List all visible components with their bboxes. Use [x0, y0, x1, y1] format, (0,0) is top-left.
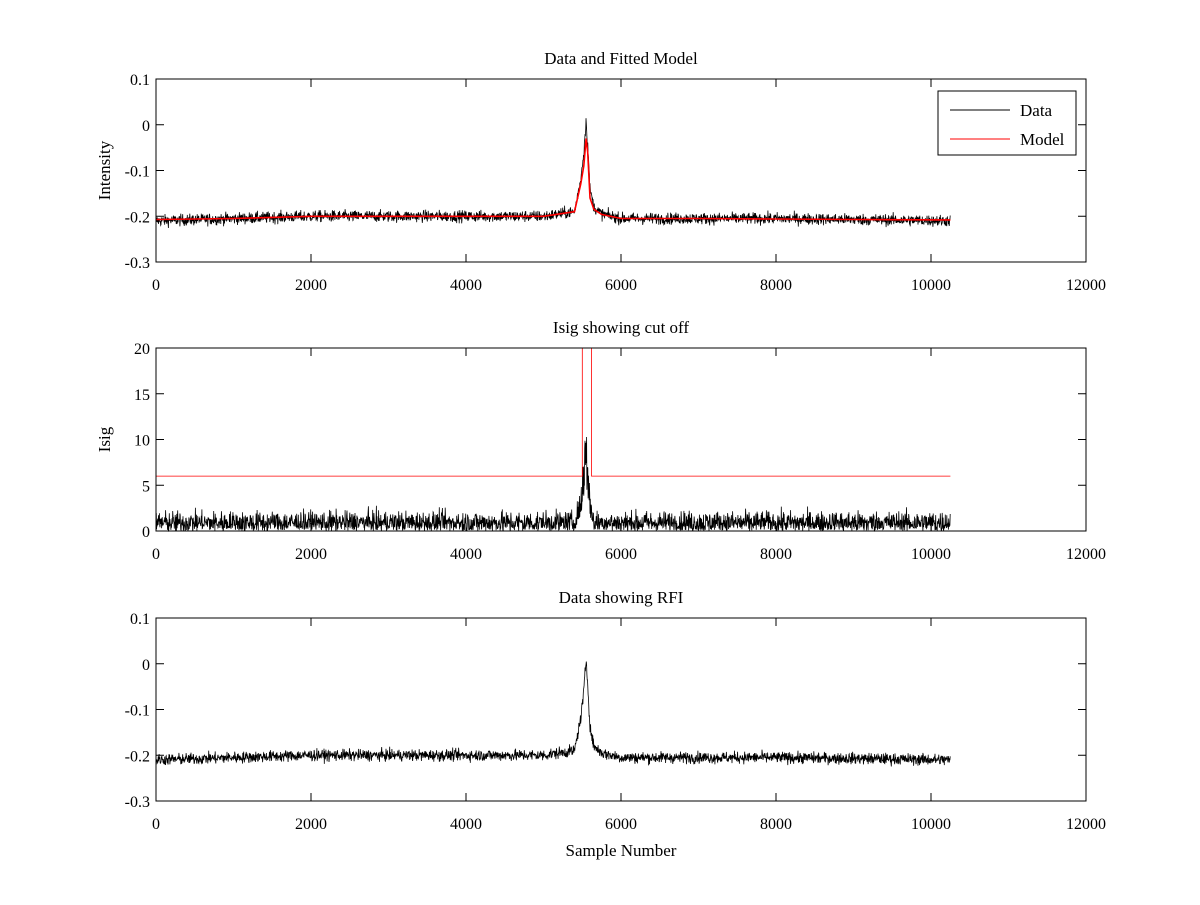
y-tick-label: 15	[134, 387, 150, 404]
chart-panel-3: 0 2000 4000 6000 8000 10000 12000 -0.3 -0.2 -0.1 0…	[125, 588, 1106, 860]
series-line-1-1	[155, 118, 951, 229]
y-tick-label: -0.2	[125, 748, 150, 765]
x-tick-label: 12000	[1066, 816, 1106, 833]
x-tick-label: 12000	[1066, 277, 1106, 294]
y-tick-label: 0	[142, 118, 150, 135]
x-tick-label: 12000	[1066, 546, 1106, 563]
x-tick-label: 10000	[911, 546, 951, 563]
y-tick-label: 10	[134, 433, 150, 450]
x-tick-label: 8000	[760, 546, 792, 563]
x-tick-label: 4000	[450, 816, 482, 833]
series-line-3-1	[155, 661, 951, 767]
y-axis-label: Intensity	[95, 140, 114, 200]
y-tick-label: 0	[142, 524, 150, 541]
axes-box	[155, 347, 1087, 532]
x-tick-label: 8000	[760, 816, 792, 833]
x-tick-label: 2000	[295, 816, 327, 833]
chart-panel-2: 0 2000 4000 6000 8000 10000 12000 0 5 10 15 20 Isig …	[95, 318, 1106, 563]
x-tick-label: 6000	[605, 816, 637, 833]
x-tick-label: 4000	[450, 546, 482, 563]
x-tick-label: 8000	[760, 277, 792, 294]
series-line-2-2	[156, 347, 951, 477]
legend: Data Model	[937, 90, 1077, 156]
y-tick-label: 0.1	[130, 72, 150, 89]
x-tick-label: 2000	[295, 277, 327, 294]
chart-panel-1: 0 2000 4000 6000 8000 10000 12000 -0.3 -0.2 -0.1 0…	[95, 49, 1106, 294]
legend-label: Model	[1020, 130, 1065, 149]
x-tick-label: 2000	[295, 546, 327, 563]
x-tick-label: 0	[152, 816, 160, 833]
x-tick-label: 4000	[450, 277, 482, 294]
x-tick-label: 10000	[911, 277, 951, 294]
y-tick-label: 20	[134, 341, 150, 358]
y-tick-label: -0.3	[125, 794, 150, 811]
x-tick-label: 0	[152, 546, 160, 563]
legend-box	[937, 90, 1077, 156]
chart-title: Data and Fitted Model	[544, 49, 698, 68]
x-tick-label: 0	[152, 277, 160, 294]
x-tick-label: 10000	[911, 816, 951, 833]
x-tick-label: 6000	[605, 277, 637, 294]
y-axis-label: Isig	[95, 426, 114, 452]
x-tick-label: 6000	[605, 546, 637, 563]
chart-title: Isig showing cut off	[553, 318, 689, 337]
series-line-2-1	[155, 436, 951, 533]
axes-box	[155, 617, 1087, 802]
y-tick-label: -0.3	[125, 255, 150, 272]
y-tick-label: -0.2	[125, 209, 150, 226]
y-tick-label: 5	[142, 478, 150, 495]
y-tick-label: 0	[142, 657, 150, 674]
legend-label: Data	[1020, 101, 1053, 120]
y-tick-label: -0.1	[125, 703, 150, 720]
chart-title: Data showing RFI	[559, 588, 684, 607]
y-tick-label: -0.1	[125, 164, 150, 181]
series-line-1-2	[155, 138, 951, 221]
y-tick-label: 0.1	[130, 611, 150, 628]
x-axis-label: Sample Number	[566, 841, 677, 860]
